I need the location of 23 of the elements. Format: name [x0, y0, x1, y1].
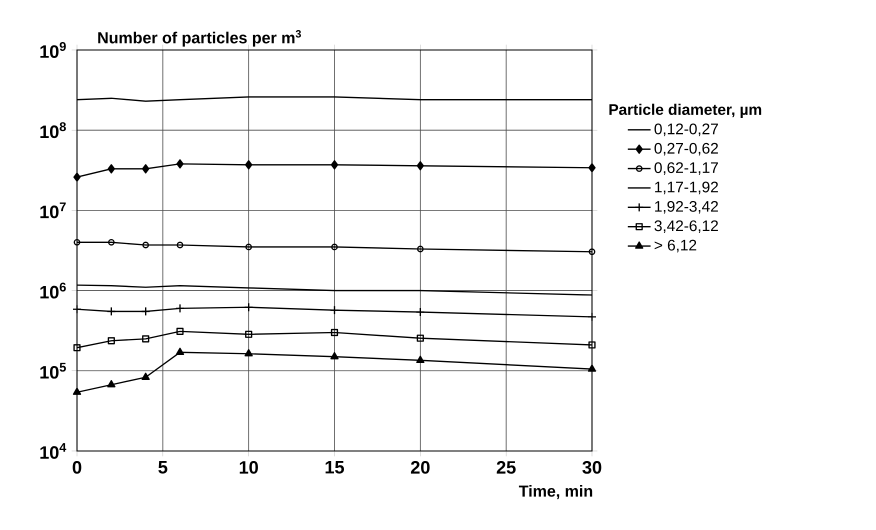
- legend-label: 1,17-1,92: [655, 182, 718, 194]
- y-tick-label: 10$^{4}$: [40, 443, 66, 459]
- x-tick-label: 5: [158, 461, 168, 474]
- y-tick-label: 10$^{6}$: [40, 282, 66, 299]
- x-tick-label: 25: [496, 461, 516, 474]
- y-tick-label: 10$^{8}$: [40, 122, 66, 138]
- x-tick-label: 0: [72, 461, 82, 474]
- legend-title: Particle diameter, µm: [609, 104, 762, 118]
- legend-label: 0,12-0,27: [654, 123, 718, 136]
- legend-label: 0,62-1,17: [654, 162, 718, 175]
- legend-label: 3,42-6,12: [654, 220, 718, 234]
- x-tick-label: 15: [326, 461, 344, 474]
- legend-label: > 6,12: [654, 240, 696, 252]
- x-tick-label: 30: [582, 461, 602, 474]
- legend-label: 0,27-0,62: [654, 142, 718, 156]
- x-axis-title: Time, min: [518, 485, 592, 500]
- y-tick-label: 10$^{5}$: [40, 362, 66, 379]
- y-tick-label: 10$^{7}$: [40, 202, 66, 218]
- x-tick-label: 20: [410, 461, 430, 474]
- x-tick-label: 10: [240, 461, 258, 474]
- legend-label: 1,92-3,42: [655, 200, 718, 214]
- y-tick-label: 10$^{9}$: [40, 42, 66, 58]
- y-axis-title: Number of particles per m$^{3}$: [98, 30, 301, 47]
